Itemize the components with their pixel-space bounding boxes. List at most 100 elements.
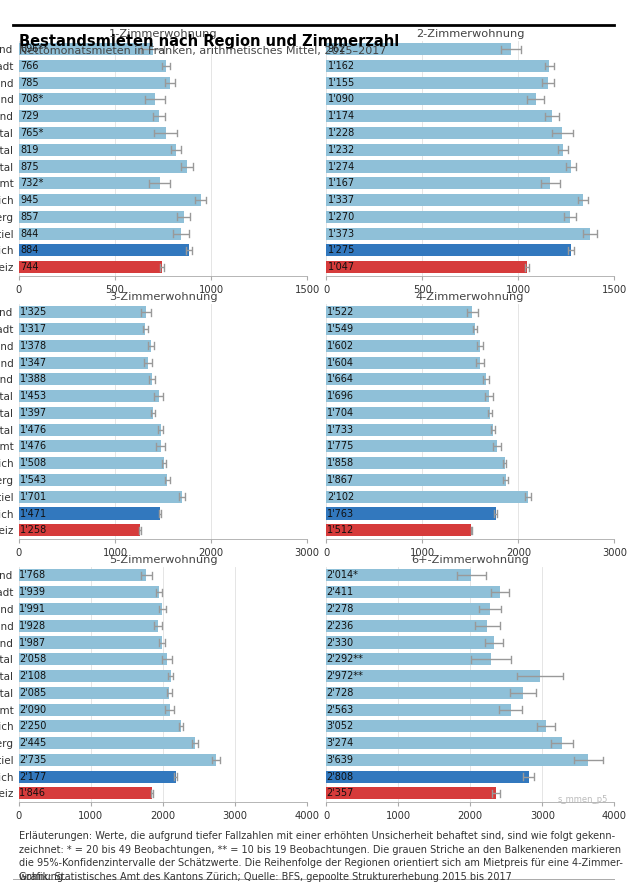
Text: 2'014*: 2'014*	[327, 571, 359, 580]
Text: Erläuterungen: Werte, die aufgrund tiefer Fallzahlen mit einer erhöhten Unsicher: Erläuterungen: Werte, die aufgrund tiefe…	[19, 831, 623, 882]
Bar	[19, 474, 167, 486]
Bar	[326, 228, 590, 239]
Text: 1'858: 1'858	[327, 458, 354, 468]
Bar	[326, 570, 472, 581]
Text: 1'543: 1'543	[19, 475, 46, 485]
Text: 3'639: 3'639	[327, 755, 354, 765]
Text: 1'476: 1'476	[19, 424, 46, 435]
Text: 819: 819	[20, 144, 39, 155]
Text: 1'167: 1'167	[327, 178, 355, 189]
Text: 2'085: 2'085	[19, 688, 46, 698]
Text: 2'250: 2'250	[19, 721, 47, 731]
Text: 1'275: 1'275	[327, 245, 355, 255]
Text: 2'102: 2'102	[327, 492, 354, 501]
Bar	[326, 457, 505, 470]
Bar	[326, 737, 562, 750]
Bar	[326, 60, 549, 72]
Bar	[326, 356, 480, 369]
Bar	[326, 720, 546, 733]
Bar	[326, 687, 523, 699]
Bar	[326, 474, 505, 486]
Bar	[19, 424, 161, 436]
Bar	[326, 245, 571, 256]
Title: 6+-Zimmerwohnung: 6+-Zimmerwohnung	[411, 555, 529, 565]
Text: 1'704: 1'704	[327, 408, 354, 418]
Bar	[326, 603, 490, 615]
Bar	[326, 323, 475, 335]
Title: 2-Zimmerwohnung: 2-Zimmerwohnung	[416, 28, 525, 39]
Bar	[326, 127, 562, 139]
Bar	[19, 440, 161, 453]
Bar	[19, 373, 152, 385]
Bar	[19, 307, 146, 318]
Text: 2'411: 2'411	[327, 587, 354, 597]
Bar	[326, 440, 497, 453]
Bar	[326, 703, 511, 716]
Text: 785: 785	[20, 78, 39, 88]
Bar	[19, 127, 166, 139]
Bar	[19, 670, 171, 682]
Text: 1'604: 1'604	[327, 358, 354, 368]
Bar	[19, 754, 216, 766]
Text: 1'928: 1'928	[19, 621, 46, 631]
Bar	[19, 457, 164, 470]
Bar	[326, 211, 570, 223]
Text: 1'155: 1'155	[327, 78, 355, 88]
Text: 1'846: 1'846	[19, 789, 46, 798]
Text: 744: 744	[20, 262, 39, 272]
Text: 1'325: 1'325	[19, 307, 47, 317]
Text: 1'270: 1'270	[327, 212, 355, 222]
Text: 1'512: 1'512	[327, 525, 354, 535]
Bar	[19, 77, 170, 89]
Bar	[19, 245, 189, 256]
Text: 1'397: 1'397	[19, 408, 46, 418]
Text: 2'563: 2'563	[327, 704, 354, 715]
Bar	[326, 653, 492, 665]
Text: s_mmen_p5: s_mmen_p5	[558, 795, 608, 804]
Text: 884: 884	[20, 245, 39, 255]
Text: 2'330: 2'330	[327, 638, 354, 648]
Text: 1'991: 1'991	[19, 604, 46, 614]
Bar	[19, 720, 181, 733]
Bar	[19, 587, 159, 598]
Text: 1'174: 1'174	[327, 112, 355, 121]
Title: 3-Zimmerwohnung: 3-Zimmerwohnung	[108, 291, 218, 302]
Text: 1'696: 1'696	[327, 391, 354, 401]
Bar	[19, 390, 159, 402]
Bar	[19, 771, 176, 782]
Bar	[19, 323, 145, 335]
Bar	[326, 144, 563, 156]
Bar	[19, 261, 162, 273]
Bar	[326, 525, 472, 536]
Text: 1'347: 1'347	[19, 358, 46, 368]
Text: 3'052: 3'052	[327, 721, 354, 731]
Text: 1'090: 1'090	[327, 95, 355, 105]
Text: 2'972**: 2'972**	[327, 671, 364, 681]
Bar	[19, 93, 155, 105]
Text: 1'701: 1'701	[19, 492, 46, 501]
Bar	[326, 670, 540, 682]
Text: 2'108: 2'108	[19, 671, 46, 681]
Bar	[19, 356, 149, 369]
Text: 696**: 696**	[20, 44, 48, 54]
Bar	[19, 687, 169, 699]
Bar	[326, 93, 535, 105]
Text: 1'337: 1'337	[327, 195, 355, 205]
Text: 1'453: 1'453	[19, 391, 46, 401]
Text: 1'471: 1'471	[19, 509, 46, 518]
Text: 1'549: 1'549	[327, 324, 354, 334]
Text: 2'278: 2'278	[327, 604, 354, 614]
Text: 729: 729	[20, 112, 39, 121]
Text: 708*: 708*	[20, 95, 44, 105]
Bar	[326, 424, 493, 436]
Bar	[19, 144, 176, 156]
Bar	[19, 603, 162, 615]
Text: 1'476: 1'476	[19, 441, 46, 452]
Text: 2'728: 2'728	[327, 688, 354, 698]
Text: 2'735: 2'735	[19, 755, 47, 765]
Text: Grafik: Statistisches Amt des Kantons Zürich; Quelle: BFS, gepoolte Strukturerhe: Grafik: Statistisches Amt des Kantons Zü…	[19, 872, 512, 882]
Bar	[326, 508, 495, 519]
Text: 1'602: 1'602	[327, 341, 354, 351]
Text: Bestandsmieten nach Region und Zimmerzahl: Bestandsmieten nach Region und Zimmerzah…	[19, 34, 399, 49]
Text: Nettomonatsmieten in Franken, arithmetisches Mittel, 2015–2017: Nettomonatsmieten in Franken, arithmetis…	[19, 46, 386, 56]
